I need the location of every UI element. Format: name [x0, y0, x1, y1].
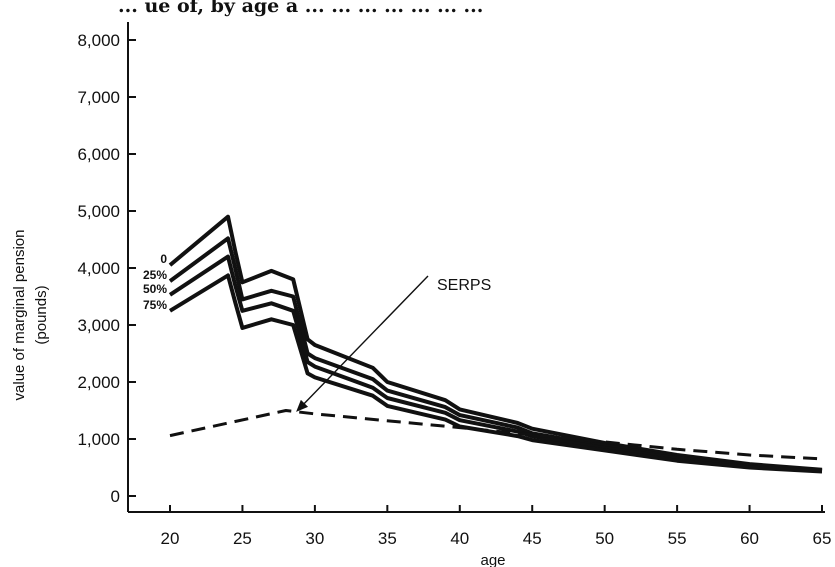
series-label: 50% [143, 282, 167, 296]
series-labels: 0 25%50% 75% [143, 252, 167, 312]
serps-annotation-arrow [296, 275, 429, 412]
series-label: 0 [160, 252, 167, 266]
x-ticks: 20 25 30 35 40 45 50 55 60 65 [161, 505, 832, 548]
x-tick-label: 60 [740, 529, 759, 548]
series-line-line-1 [168, 236, 823, 473]
series-lines [168, 214, 823, 474]
series-label: 75% [143, 298, 167, 312]
x-tick-label: 35 [378, 529, 397, 548]
y-ticks: 0 1,000 2,000 3,000 4,000 5,000 6,000 7,000 8,00… [77, 31, 136, 506]
y-tick-label: 2,000 [77, 373, 120, 392]
x-tick-label: 45 [523, 529, 542, 548]
serps-annotation-label: SERPS [437, 277, 491, 294]
series-line-line-3 [168, 273, 823, 474]
y-tick-label: 0 [111, 487, 120, 506]
x-tick-label: 40 [450, 529, 469, 548]
y-tick-label: 6,000 [77, 145, 120, 164]
y-tick-label: 3,000 [77, 316, 120, 335]
y-tick-label: 5,000 [77, 202, 120, 221]
y-tick-label: 8,000 [77, 31, 120, 50]
x-tick-label: 65 [813, 529, 832, 548]
x-tick-label: 55 [668, 529, 687, 548]
series-line-line-2 [168, 254, 823, 473]
y-tick-label: 7,000 [77, 88, 120, 107]
x-tick-label: 20 [161, 529, 180, 548]
y-axis-title: value of marginal pension [11, 230, 28, 401]
x-tick-label: 50 [595, 529, 614, 548]
series-line-serps [169, 409, 823, 461]
y-axis-unit: (pounds) [33, 285, 50, 344]
x-tick-label: 25 [233, 529, 252, 548]
x-tick-label: 30 [305, 529, 324, 548]
y-tick-label: 4,000 [77, 259, 120, 278]
y-tick-label: 1,000 [77, 430, 120, 449]
chart-title-fragment: ... ue of, by age a ... ... ... ... ... … [118, 0, 483, 17]
series-line-line-0 [168, 214, 823, 472]
x-axis-title: age [480, 552, 505, 567]
series-label: 25% [143, 268, 167, 282]
